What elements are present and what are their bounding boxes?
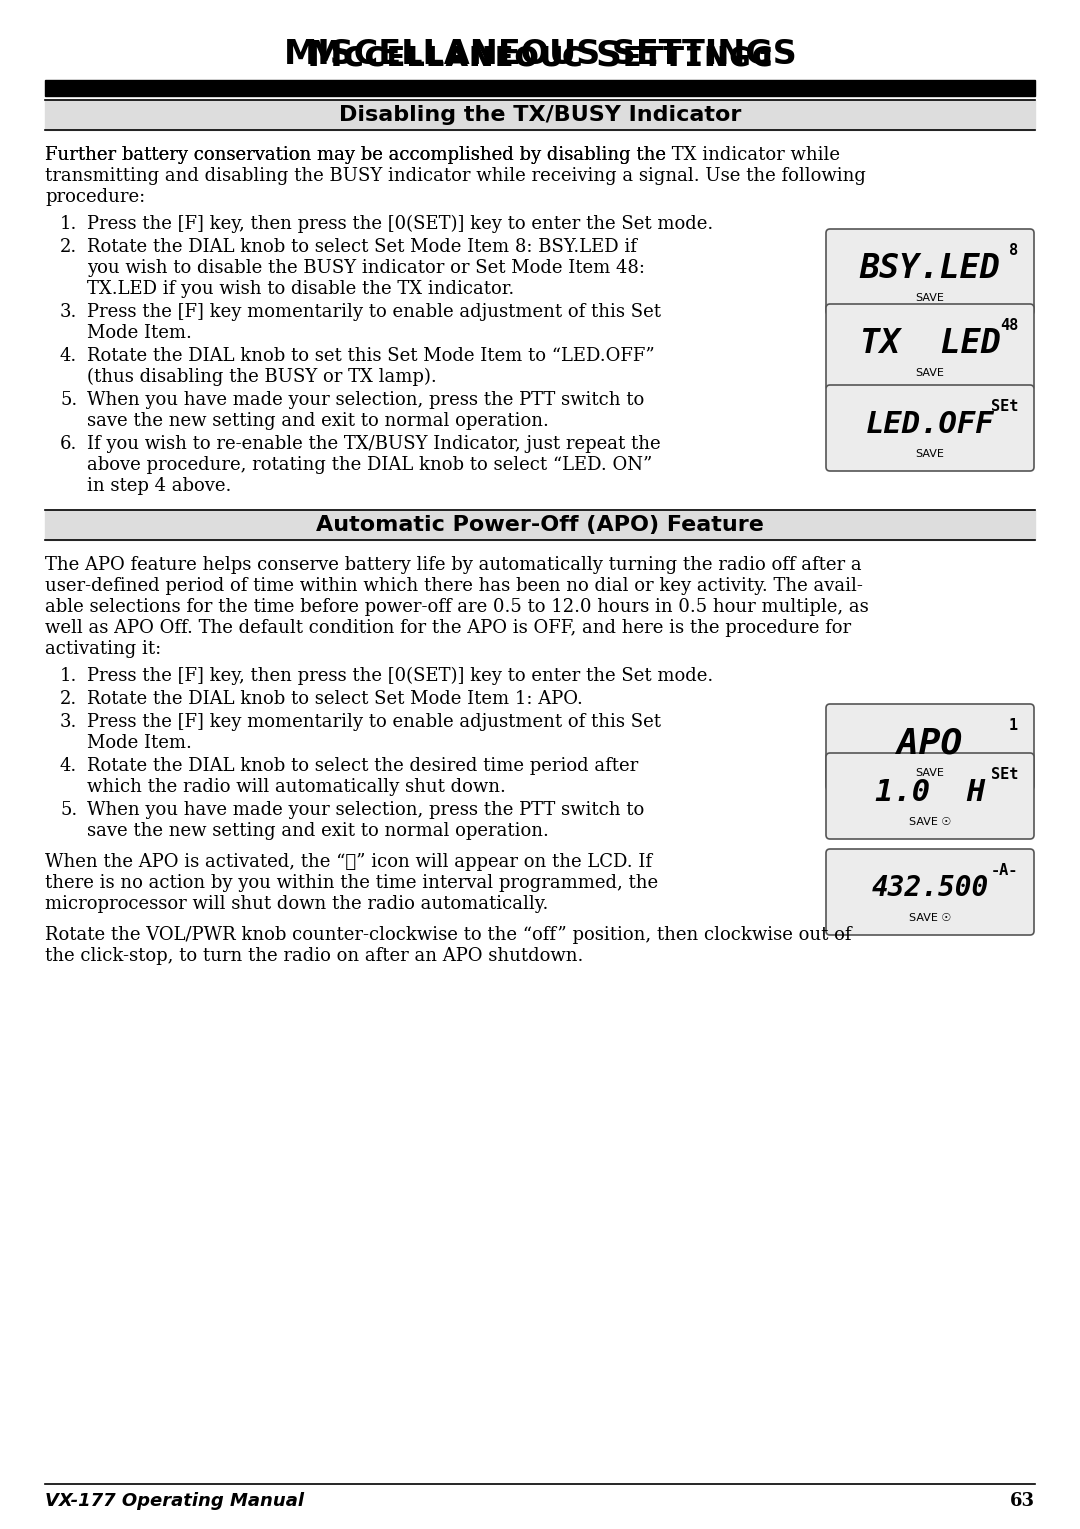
Text: microprocessor will shut down the radio automatically.: microprocessor will shut down the radio …: [45, 894, 549, 913]
Text: you wish to disable the BUSY indicator or Set Mode Item 48:: you wish to disable the BUSY indicator o…: [87, 258, 645, 277]
Text: 5.: 5.: [60, 391, 78, 408]
Text: in step 4 above.: in step 4 above.: [87, 477, 231, 495]
Bar: [45, 511, 1035, 540]
Text: SEt: SEt: [990, 768, 1018, 781]
Text: well as APO Off. The default condition for the APO is OFF, and here is the proce: well as APO Off. The default condition f…: [45, 619, 851, 638]
Text: save the new setting and exit to normal operation.: save the new setting and exit to normal …: [87, 411, 549, 430]
Text: LED.OFF: LED.OFF: [866, 410, 995, 439]
Text: transmitting and disabling the BUSY indicator while receiving a signal. Use the : transmitting and disabling the BUSY indi…: [45, 167, 866, 185]
Bar: [45, 80, 1035, 96]
Text: Mode Item.: Mode Item.: [87, 734, 192, 752]
Text: Press the [F] key, then press the [0(SET)] key to enter the Set mode.: Press the [F] key, then press the [0(SET…: [87, 216, 713, 234]
Text: Rotate the DIAL knob to select Set Mode Item 1: APO.: Rotate the DIAL knob to select Set Mode …: [87, 690, 583, 708]
Text: 2.: 2.: [60, 239, 78, 255]
Text: SAVE: SAVE: [916, 450, 944, 459]
Text: Automatic Power-Off (APO) Feature: Automatic Power-Off (APO) Feature: [316, 515, 764, 535]
Text: BSY.LED: BSY.LED: [860, 252, 1000, 284]
Text: 4.: 4.: [60, 347, 78, 365]
Text: 48: 48: [1000, 318, 1018, 333]
Text: which the radio will automatically shut down.: which the radio will automatically shut …: [87, 778, 505, 797]
Text: 3.: 3.: [60, 303, 78, 321]
Text: 1: 1: [1009, 719, 1018, 732]
Text: TX  LED: TX LED: [860, 327, 1000, 359]
Text: the click-stop, to turn the radio on after an APO shutdown.: the click-stop, to turn the radio on aft…: [45, 946, 583, 965]
Text: 1.: 1.: [60, 667, 78, 685]
Text: 63: 63: [1010, 1492, 1035, 1511]
Text: SAVE: SAVE: [916, 768, 944, 778]
Text: Further battery conservation may be accomplished by disabling the: Further battery conservation may be acco…: [45, 145, 672, 164]
FancyBboxPatch shape: [826, 304, 1034, 390]
Text: Mode Item.: Mode Item.: [87, 324, 192, 342]
Text: SAVE ☉: SAVE ☉: [908, 816, 951, 827]
FancyBboxPatch shape: [826, 849, 1034, 936]
Text: there is no action by you within the time interval programmed, the: there is no action by you within the tim…: [45, 875, 658, 891]
Text: -A-: -A-: [990, 862, 1018, 878]
Text: When the APO is activated, the “☉” icon will appear on the LCD. If: When the APO is activated, the “☉” icon …: [45, 853, 652, 872]
Text: Rotate the DIAL knob to select Set Mode Item 8: BSY.LED if: Rotate the DIAL knob to select Set Mode …: [87, 239, 637, 255]
Text: above procedure, rotating the DIAL knob to select “LED. ON”: above procedure, rotating the DIAL knob …: [87, 456, 652, 474]
Text: procedure:: procedure:: [45, 188, 145, 206]
Text: (thus disabling the BUSY or TX lamp).: (thus disabling the BUSY or TX lamp).: [87, 368, 436, 387]
Text: 1.: 1.: [60, 216, 78, 232]
Text: SAVE: SAVE: [916, 294, 944, 303]
Text: 1.0  H: 1.0 H: [875, 778, 985, 807]
Text: user-defined period of time within which there has been no dial or key activity.: user-defined period of time within which…: [45, 576, 863, 595]
Text: VX-177 Operating Manual: VX-177 Operating Manual: [45, 1492, 303, 1511]
Text: Mᴄᴄᴇʟʟᴀɴᴇᴏᴜᴄ Sᴇᴛᴛɪɴɢᴄ: Mᴄᴄᴇʟʟᴀɴᴇᴏᴜᴄ Sᴇᴛᴛɪɴɢᴄ: [307, 38, 773, 72]
Text: Rotate the VOL/PWR knob counter-clockwise to the “off” position, then clockwise : Rotate the VOL/PWR knob counter-clockwis…: [45, 927, 851, 943]
Text: 6.: 6.: [60, 434, 78, 453]
Text: TX.LED if you wish to disable the TX indicator.: TX.LED if you wish to disable the TX ind…: [87, 280, 514, 298]
Text: SAVE ☉: SAVE ☉: [908, 913, 951, 924]
Text: When you have made your selection, press the PTT switch to: When you have made your selection, press…: [87, 801, 645, 820]
Text: 432.500: 432.500: [872, 875, 988, 902]
Text: Press the [F] key momentarily to enable adjustment of this Set: Press the [F] key momentarily to enable …: [87, 303, 661, 321]
Text: 3.: 3.: [60, 713, 78, 731]
FancyBboxPatch shape: [826, 229, 1034, 315]
Text: activating it:: activating it:: [45, 641, 161, 657]
Text: able selections for the time before power-off are 0.5 to 12.0 hours in 0.5 hour : able selections for the time before powe…: [45, 598, 868, 616]
Text: 5.: 5.: [60, 801, 78, 820]
Text: If you wish to re-enable the TX/BUSY Indicator, just repeat the: If you wish to re-enable the TX/BUSY Ind…: [87, 434, 661, 453]
Text: Press the [F] key, then press the [0(SET)] key to enter the Set mode.: Press the [F] key, then press the [0(SET…: [87, 667, 713, 685]
Text: Press the [F] key momentarily to enable adjustment of this Set: Press the [F] key momentarily to enable …: [87, 713, 661, 731]
Text: 2.: 2.: [60, 690, 78, 708]
Text: SEt: SEt: [990, 399, 1018, 414]
Text: The APO feature helps conserve battery life by automatically turning the radio o: The APO feature helps conserve battery l…: [45, 557, 862, 573]
Text: save the new setting and exit to normal operation.: save the new setting and exit to normal …: [87, 823, 549, 839]
Bar: [45, 99, 1035, 130]
Text: Rotate the DIAL knob to set this Set Mode Item to “LED.OFF”: Rotate the DIAL knob to set this Set Mod…: [87, 347, 654, 365]
FancyBboxPatch shape: [826, 703, 1034, 790]
Text: MISCELLANEOUS SETTINGS: MISCELLANEOUS SETTINGS: [284, 38, 796, 70]
Text: 4.: 4.: [60, 757, 78, 775]
Text: When you have made your selection, press the PTT switch to: When you have made your selection, press…: [87, 391, 645, 408]
Text: Rotate the DIAL knob to select the desired time period after: Rotate the DIAL knob to select the desir…: [87, 757, 638, 775]
FancyBboxPatch shape: [826, 385, 1034, 471]
Text: Disabling the TX/BUSY Indicator: Disabling the TX/BUSY Indicator: [339, 106, 741, 125]
Text: SAVE: SAVE: [916, 368, 944, 378]
FancyBboxPatch shape: [826, 752, 1034, 839]
Text: 8: 8: [1009, 243, 1018, 258]
Text: Further battery conservation may be accomplished by disabling the TX indicator w: Further battery conservation may be acco…: [45, 145, 840, 164]
Text: APO: APO: [897, 726, 962, 760]
